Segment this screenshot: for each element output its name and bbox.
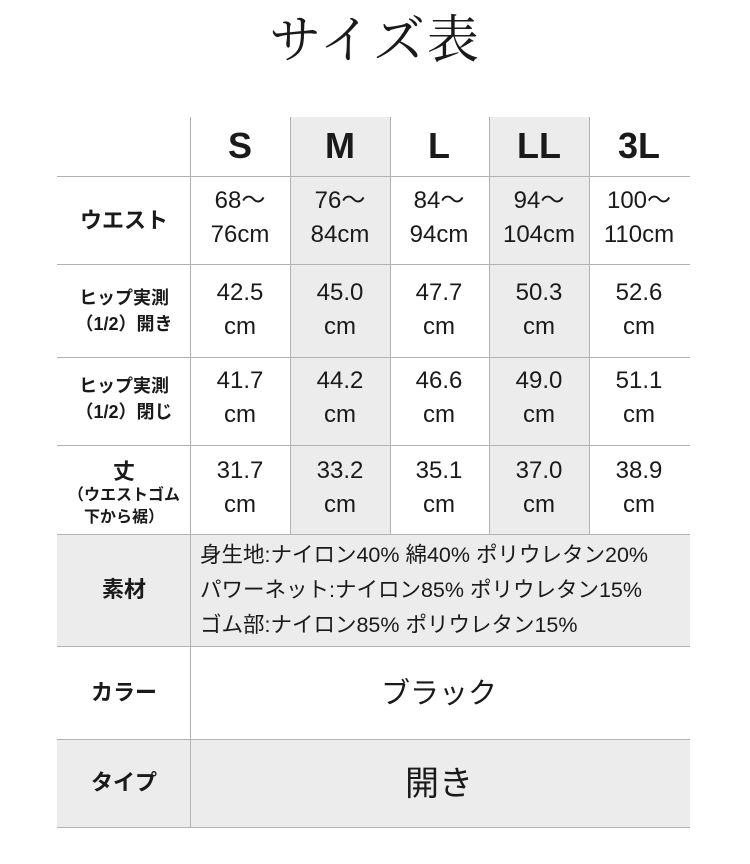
svg-text:35.1: 35.1	[416, 457, 463, 484]
svg-text:ヒップ実測: ヒップ実測	[79, 288, 169, 308]
svg-text:41.7: 41.7	[217, 367, 264, 394]
svg-text:LL: LL	[517, 125, 561, 166]
svg-text:94～: 94～	[514, 187, 565, 214]
svg-text:（ウエストゴム: （ウエストゴム	[68, 485, 180, 504]
svg-text:素材: 素材	[102, 577, 146, 602]
svg-text:31.7: 31.7	[217, 457, 264, 484]
svg-text:76～: 76～	[315, 187, 366, 214]
svg-text:S: S	[228, 125, 252, 166]
svg-text:カラー: カラー	[91, 680, 157, 705]
svg-text:38.9: 38.9	[616, 457, 663, 484]
svg-text:cm: cm	[523, 491, 555, 518]
svg-text:タイプ: タイプ	[91, 770, 157, 795]
svg-text:45.0: 45.0	[317, 279, 364, 306]
svg-text:cm: cm	[324, 401, 356, 428]
svg-text:52.6: 52.6	[616, 279, 663, 306]
svg-text:100～: 100～	[607, 187, 671, 214]
svg-text:46.6: 46.6	[416, 367, 463, 394]
svg-text:84cm: 84cm	[311, 221, 370, 248]
svg-text:cm: cm	[523, 313, 555, 340]
svg-text:37.0: 37.0	[516, 457, 563, 484]
svg-text:68～: 68～	[215, 187, 266, 214]
svg-text:cm: cm	[423, 491, 455, 518]
svg-text:cm: cm	[623, 491, 655, 518]
svg-text:cm: cm	[623, 401, 655, 428]
svg-text:下から裾）: 下から裾）	[84, 508, 164, 526]
svg-text:110cm: 110cm	[604, 221, 674, 248]
svg-text:（1/2）閉じ: （1/2）閉じ	[75, 402, 172, 422]
svg-text:44.2: 44.2	[317, 367, 364, 394]
svg-text:cm: cm	[623, 313, 655, 340]
svg-text:76cm: 76cm	[211, 221, 270, 248]
svg-text:33.2: 33.2	[317, 457, 364, 484]
svg-text:ウエスト: ウエスト	[80, 208, 168, 233]
svg-text:47.7: 47.7	[416, 279, 463, 306]
svg-text:cm: cm	[224, 491, 256, 518]
svg-text:42.5: 42.5	[217, 279, 264, 306]
svg-text:パワーネット:ナイロン85% ポリウレタン15%: パワーネット:ナイロン85% ポリウレタン15%	[200, 578, 642, 602]
svg-text:開き: 開き	[405, 765, 473, 803]
svg-text:cm: cm	[224, 401, 256, 428]
svg-text:84～: 84～	[414, 187, 465, 214]
svg-text:サイズ表: サイズ表	[269, 13, 481, 70]
svg-text:L: L	[428, 125, 450, 166]
svg-text:cm: cm	[523, 401, 555, 428]
svg-text:104cm: 104cm	[503, 221, 575, 248]
svg-text:3L: 3L	[618, 125, 660, 166]
svg-text:身生地:ナイロン40% 綿40% ポリウレタン20%: 身生地:ナイロン40% 綿40% ポリウレタン20%	[200, 543, 648, 567]
svg-text:丈: 丈	[113, 459, 135, 484]
svg-text:M: M	[325, 125, 355, 166]
svg-text:ヒップ実測: ヒップ実測	[79, 376, 169, 396]
svg-text:（1/2）開き: （1/2）開き	[75, 314, 172, 334]
svg-text:cm: cm	[423, 401, 455, 428]
svg-text:cm: cm	[423, 313, 455, 340]
svg-text:49.0: 49.0	[516, 367, 563, 394]
svg-text:50.3: 50.3	[516, 279, 563, 306]
svg-text:94cm: 94cm	[410, 221, 469, 248]
svg-text:cm: cm	[324, 491, 356, 518]
svg-text:51.1: 51.1	[616, 367, 663, 394]
svg-text:ブラック: ブラック	[381, 677, 497, 710]
svg-text:cm: cm	[224, 313, 256, 340]
svg-text:ゴム部:ナイロン85% ポリウレタン15%: ゴム部:ナイロン85% ポリウレタン15%	[200, 613, 578, 637]
svg-text:cm: cm	[324, 313, 356, 340]
